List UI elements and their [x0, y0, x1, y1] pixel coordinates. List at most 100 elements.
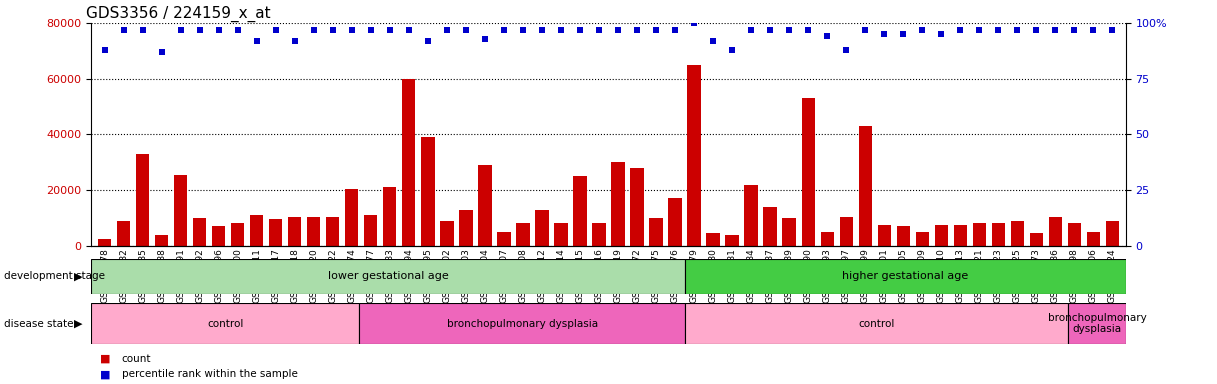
Point [114, 26, 134, 33]
Point [1083, 26, 1103, 33]
Point [1045, 26, 1065, 33]
Point [723, 47, 742, 53]
Bar [117, 221, 130, 246]
Text: higher gestational age: higher gestational age [842, 271, 969, 281]
Point [152, 49, 172, 55]
Point [456, 26, 476, 33]
Text: lower gestational age: lower gestational age [327, 271, 449, 281]
Bar [992, 223, 1005, 246]
Bar [1067, 223, 1081, 246]
Point [228, 26, 247, 33]
Text: control: control [858, 318, 894, 329]
Bar [858, 126, 871, 246]
Point [190, 26, 209, 33]
Bar [91, 303, 359, 344]
Bar [630, 168, 644, 246]
Bar [359, 303, 685, 344]
Bar [877, 225, 891, 246]
Bar [1069, 303, 1126, 344]
Point [684, 20, 703, 26]
Point [1103, 26, 1122, 33]
Bar [897, 226, 910, 246]
Bar [650, 218, 663, 246]
Point [703, 38, 723, 44]
Point [532, 26, 551, 33]
Text: GDS3356 / 224159_x_at: GDS3356 / 224159_x_at [86, 5, 270, 22]
Bar [326, 217, 340, 246]
Text: ■: ■ [100, 354, 111, 364]
Point [437, 26, 456, 33]
Point [608, 26, 628, 33]
Bar [668, 199, 682, 246]
Bar [174, 175, 187, 246]
Bar [783, 218, 796, 246]
Bar [954, 225, 968, 246]
Point [627, 26, 646, 33]
Bar [1106, 221, 1120, 246]
Bar [685, 259, 1126, 294]
Bar [1030, 233, 1043, 246]
Bar [346, 189, 359, 246]
Point [551, 26, 571, 33]
Point [931, 31, 950, 37]
Point [380, 26, 399, 33]
Bar [155, 235, 168, 246]
Bar [97, 239, 111, 246]
Bar [972, 223, 986, 246]
Bar [478, 165, 492, 246]
Point [170, 26, 190, 33]
Point [95, 47, 114, 53]
Text: ■: ■ [100, 369, 111, 379]
Bar [269, 219, 282, 246]
Point [494, 26, 514, 33]
Bar [573, 176, 587, 246]
Point [399, 26, 419, 33]
Bar [364, 215, 377, 246]
Point [818, 33, 837, 40]
Point [875, 31, 894, 37]
Point [950, 26, 970, 33]
Text: bronchopulmonary dysplasia: bronchopulmonary dysplasia [447, 318, 598, 329]
Point [1027, 26, 1047, 33]
Bar [802, 98, 815, 246]
Point [133, 26, 152, 33]
Point [666, 26, 685, 33]
Bar [212, 226, 225, 246]
Bar [136, 154, 150, 246]
Bar [840, 217, 853, 246]
Bar [498, 232, 511, 246]
Bar [516, 223, 529, 246]
Bar [441, 221, 454, 246]
Text: bronchopulmonary
dysplasia: bronchopulmonary dysplasia [1048, 313, 1146, 334]
Text: count: count [122, 354, 151, 364]
Point [988, 26, 1008, 33]
Bar [745, 185, 758, 246]
Point [798, 26, 818, 33]
Text: control: control [207, 318, 243, 329]
Bar [307, 217, 320, 246]
Point [589, 26, 608, 33]
Point [893, 31, 913, 37]
Text: development stage: development stage [4, 271, 105, 281]
Text: ▶: ▶ [74, 318, 83, 329]
Point [571, 26, 590, 33]
Point [361, 26, 381, 33]
Bar [288, 217, 302, 246]
Bar [91, 259, 685, 294]
Point [646, 26, 666, 33]
Text: ▶: ▶ [74, 271, 83, 281]
Point [856, 26, 875, 33]
Point [285, 38, 304, 44]
Point [779, 26, 798, 33]
Bar [685, 303, 1069, 344]
Bar [402, 79, 415, 246]
Point [761, 26, 780, 33]
Point [209, 26, 229, 33]
Bar [935, 225, 948, 246]
Bar [194, 218, 207, 246]
Point [304, 26, 324, 33]
Point [913, 26, 932, 33]
Point [267, 26, 286, 33]
Bar [535, 210, 549, 246]
Bar [1049, 217, 1062, 246]
